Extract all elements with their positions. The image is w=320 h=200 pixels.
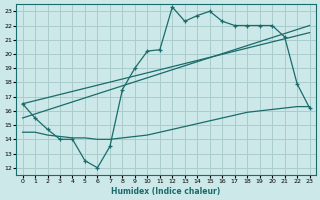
X-axis label: Humidex (Indice chaleur): Humidex (Indice chaleur) <box>111 187 221 196</box>
